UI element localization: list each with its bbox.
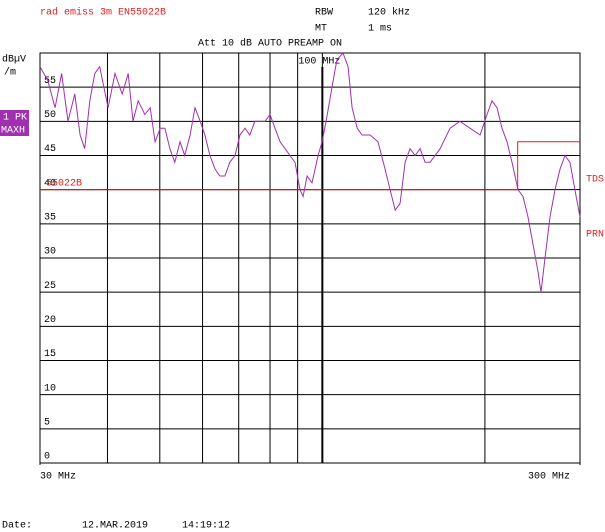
y-tick-label: 30 xyxy=(44,247,56,258)
trace xyxy=(39,52,581,293)
y-unit: /m xyxy=(4,67,16,79)
setting-label: MT xyxy=(315,24,327,35)
setting-value: 1 ms xyxy=(368,24,392,35)
marker-label: 100 MHz xyxy=(298,57,340,68)
setting-label: RBW xyxy=(315,8,333,19)
subtitle: Att 10 dB AUTO PREAMP ON xyxy=(198,38,342,50)
limit-label: 55022B xyxy=(46,178,82,189)
chart-title: rad emiss 3m EN55022B xyxy=(40,7,166,19)
x-tick-label: 30 MHz xyxy=(40,472,76,483)
y-tick-label: 5 xyxy=(44,417,50,428)
y-tick-label: 20 xyxy=(44,315,56,326)
y-tick-label: 25 xyxy=(44,281,56,292)
y-tick-label: 10 xyxy=(44,383,56,394)
side-label: PRN xyxy=(586,230,604,241)
trace-label: MAXH xyxy=(1,126,25,137)
side-label: TDS xyxy=(586,175,604,186)
y-tick-label: 15 xyxy=(44,349,56,360)
footer-date: 12.MAR.2019 xyxy=(82,521,148,532)
footer-label: Date: xyxy=(2,521,32,532)
y-tick-label: 55 xyxy=(44,76,56,87)
x-tick-label: 300 MHz xyxy=(528,472,570,483)
setting-value: 120 kHz xyxy=(368,7,410,19)
y-unit: dBµV xyxy=(2,54,26,66)
footer-time: 14:19:12 xyxy=(182,521,230,532)
trace-badge xyxy=(0,110,29,136)
trace xyxy=(40,141,580,191)
y-tick-label: 35 xyxy=(44,212,56,223)
trace-label: 1 PK xyxy=(3,113,27,124)
y-tick-label: 50 xyxy=(44,110,56,121)
y-tick-label: 0 xyxy=(44,452,50,463)
y-tick-label: 45 xyxy=(44,144,56,155)
y-tick-label: 40 xyxy=(44,178,56,189)
